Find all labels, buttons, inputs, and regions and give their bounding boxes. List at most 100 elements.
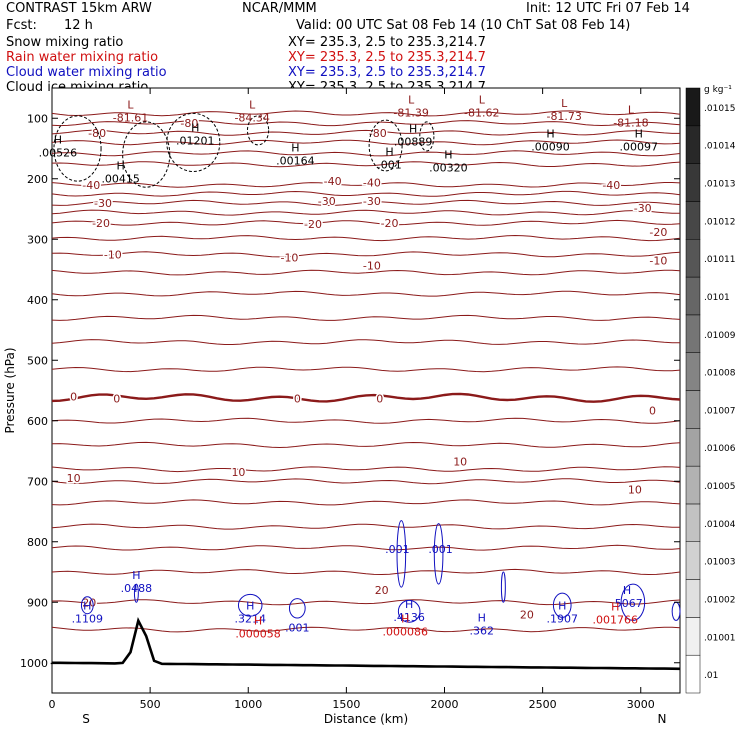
- isotherm-label: -10: [363, 259, 381, 272]
- extremum-value: .1109: [72, 612, 104, 625]
- y-tick-label: 1000: [20, 657, 48, 670]
- isotherm-line: [51, 209, 680, 216]
- isotherm-line: [51, 544, 681, 551]
- colorbar-label: .01004: [704, 520, 736, 530]
- colorbar-swatch: [685, 163, 701, 202]
- isotherm-line: [51, 110, 681, 117]
- colorbar-label: .0101: [704, 293, 730, 303]
- extremum-value: .00090: [531, 140, 570, 153]
- colorbar-swatch: [685, 579, 701, 618]
- colorbar-label: .01002: [704, 595, 736, 605]
- extremum-value: .4136: [393, 611, 425, 624]
- colorbar-label: .01015: [704, 104, 736, 114]
- colorbar-label: .01: [704, 671, 718, 681]
- x-tick-label: 2000: [431, 698, 459, 711]
- ice-contour: [122, 121, 171, 188]
- colorbar-label: .01008: [704, 369, 736, 379]
- isotherm-label: 20: [520, 608, 534, 621]
- isotherm-line: [51, 199, 681, 207]
- y-tick-label: 400: [27, 294, 48, 307]
- colorbar-label: .01003: [704, 558, 736, 568]
- isotherm-line: [51, 139, 681, 146]
- extremum-marker: H: [246, 599, 254, 612]
- isotherm-label: -40: [82, 179, 100, 192]
- extremum-value: .000086: [383, 626, 429, 639]
- colorbar-swatch: [685, 654, 701, 694]
- extremum-value: .01201: [176, 134, 215, 147]
- colorbar-label: .01012: [704, 217, 736, 227]
- extremum-value: .000058: [235, 627, 281, 640]
- isotherm-label: 0: [113, 392, 120, 405]
- extremum-value: .001766: [592, 614, 638, 627]
- isotherm-label: -40: [324, 175, 342, 188]
- colorbar-swatch: [685, 352, 701, 391]
- extremum-value: -81.61: [113, 111, 148, 124]
- colorbar-label: .01007: [704, 406, 736, 416]
- colorbar-label: .01006: [704, 444, 736, 454]
- extremum-marker: L: [628, 103, 635, 116]
- extremum-marker: L: [408, 94, 415, 107]
- cloud-water-contour: [288, 598, 306, 619]
- colorbar-swatch: [685, 87, 701, 127]
- extremum-value: .00889: [394, 136, 433, 149]
- extremum-value: .362: [470, 624, 495, 637]
- isotherm-line: [51, 466, 681, 473]
- extremum-marker: H: [478, 611, 486, 624]
- field-cloudwater-xy: XY= 235.3, 2.5 to 235.3,214.7: [288, 65, 486, 80]
- extremum-marker: H: [405, 598, 413, 611]
- isotherm-label: -20: [304, 218, 322, 231]
- header-fcst-value: 12 h: [64, 18, 93, 33]
- y-tick-label: 600: [27, 415, 48, 428]
- cloud-water-contour: [80, 596, 94, 615]
- contour-value-label: .001: [385, 543, 410, 556]
- isotherm-label: -80: [369, 127, 387, 140]
- extremum-marker: H: [635, 127, 643, 140]
- ice-contour: [53, 115, 102, 182]
- isotherm-label: 0: [376, 392, 383, 405]
- cloud-water-contour: [396, 520, 407, 588]
- colorbar-label: .01009: [704, 331, 736, 341]
- y-tick-label: 300: [27, 233, 48, 246]
- cloud-water-contour: [397, 599, 421, 623]
- y-tick-label: 800: [27, 536, 48, 549]
- isotherm-label: 10: [453, 455, 467, 468]
- extremum-value: .1907: [547, 612, 579, 625]
- colorbar-swatch: [685, 314, 701, 353]
- extremum-value: -81.18: [613, 116, 648, 129]
- isotherm-line: [51, 441, 681, 449]
- colorbar-unit: g kg⁻¹: [704, 85, 732, 95]
- extremum-marker: H: [385, 146, 393, 159]
- isotherm-line: [51, 523, 680, 530]
- cloud-water-contour: [237, 593, 263, 617]
- isotherm-line: [51, 626, 681, 633]
- colorbar-swatch: [685, 125, 701, 164]
- isotherm-line: [51, 120, 681, 127]
- isotherm-line: [51, 234, 681, 242]
- x-tick-label: 3000: [627, 698, 655, 711]
- contour-value-label: .001: [428, 543, 453, 556]
- isotherm-line: [51, 269, 681, 276]
- colorbar-label: .01001: [704, 633, 736, 643]
- colorbar-swatch: [685, 428, 701, 467]
- isotherm-label: -10: [104, 248, 122, 261]
- field-snow-xy: XY= 235.3, 2.5 to 235.3,214.7: [288, 35, 486, 50]
- isotherm-label: -20: [649, 226, 667, 239]
- cloud-water-contour: [500, 571, 506, 603]
- colorbar-swatch: [685, 201, 701, 240]
- isotherm-line: [51, 417, 681, 424]
- field-rain-name: Rain water mixing ratio: [6, 50, 159, 65]
- colorbar-swatch: [685, 465, 701, 505]
- isotherm-label: -40: [363, 176, 381, 189]
- x-tick-label: 500: [140, 698, 161, 711]
- isotherm-line: [51, 339, 680, 345]
- extremum-value: .5067: [611, 597, 643, 610]
- extremum-marker: H: [611, 601, 619, 614]
- isotherm-label: -10: [649, 254, 667, 267]
- end-label-north: N: [658, 712, 667, 726]
- extremum-value: .3214: [234, 612, 266, 625]
- y-tick-label: 200: [27, 173, 48, 186]
- isotherm-line: [51, 314, 681, 321]
- isotherm-line: [51, 290, 681, 297]
- isotherm-line: [51, 129, 680, 136]
